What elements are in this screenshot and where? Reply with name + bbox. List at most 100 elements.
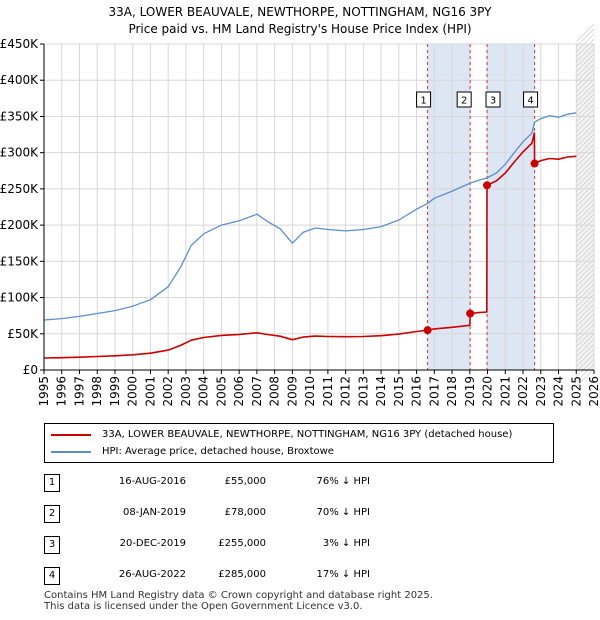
future-hatch-line — [576, 83, 595, 102]
x-tick-label: 2000 — [126, 376, 140, 407]
x-tick-label: 1998 — [90, 376, 104, 407]
transaction-marker-box-1 — [416, 91, 432, 108]
transaction-marker-box-2 — [456, 91, 472, 108]
transaction-marker-label-4: 4 — [527, 96, 533, 107]
footer-copyright: Contains HM Land Registry data © Crown c… — [44, 590, 433, 601]
future-hatch-line — [576, 113, 595, 132]
future-hatch-line — [576, 123, 595, 142]
x-tick-label: 2005 — [214, 376, 228, 407]
future-hatch-line — [576, 258, 595, 277]
future-hatch-line — [576, 248, 595, 267]
future-hatch-line — [576, 363, 595, 382]
future-hatch-line — [576, 213, 595, 232]
future-hatch-line — [576, 68, 595, 87]
future-hatch-line — [576, 73, 595, 92]
x-tick-label: 2012 — [339, 376, 353, 407]
future-hatch-line — [576, 163, 595, 182]
transaction-row-3: 3 20-DEC-2019 £255,000 3% ↓ HPI — [0, 536, 600, 556]
future-hatch-line — [576, 353, 595, 372]
sale-point-2 — [466, 309, 475, 318]
transaction-marker-label-3: 3 — [490, 96, 496, 107]
future-hatch-line — [576, 58, 595, 77]
x-tick-label: 2024 — [552, 376, 566, 407]
future-hatch-line — [576, 283, 595, 302]
future-hatch-line — [576, 108, 595, 127]
transaction-number: 2 — [44, 505, 60, 523]
future-hatch-line — [576, 178, 595, 197]
x-tick-label: 2013 — [356, 376, 370, 407]
y-tick-label: £450K — [0, 37, 39, 51]
future-hatch-line — [576, 103, 595, 122]
future-hatch-line — [576, 308, 595, 327]
future-hatch-line — [576, 38, 595, 57]
chart-title-block: 33A, LOWER BEAUVALE, NEWTHORPE, NOTTINGH… — [0, 4, 600, 38]
x-tick-label: 1996 — [55, 376, 69, 407]
property-series-line — [43, 132, 577, 359]
y-tick-label: £350K — [0, 109, 39, 123]
future-hatch-line — [576, 273, 595, 292]
x-tick-label: 2018 — [445, 376, 459, 407]
y-tick-label: £400K — [0, 73, 39, 87]
future-hatch-line — [576, 218, 595, 237]
transaction-marker-label-2: 2 — [461, 96, 467, 107]
x-tick-label: 2007 — [250, 376, 264, 407]
future-hatch-line — [576, 268, 595, 287]
x-tick-label: 2001 — [143, 376, 157, 407]
future-hatch-line — [576, 278, 595, 297]
transaction-hpi: 76% ↓ HPI — [316, 476, 370, 487]
x-tick-label: 2002 — [161, 376, 175, 407]
x-tick-label: 2006 — [232, 376, 246, 407]
transaction-date: 16-AUG-2016 — [118, 476, 186, 487]
future-hatch-line — [576, 368, 595, 387]
transaction-hpi: 3% ↓ HPI — [322, 538, 370, 549]
sale-point-3 — [483, 181, 492, 190]
future-hatch-line — [576, 263, 595, 282]
future-hatch-line — [576, 333, 595, 352]
x-tick-label: 1999 — [108, 376, 122, 407]
legend-swatch-hpi — [51, 451, 91, 453]
y-tick-label: £50K — [7, 327, 39, 341]
future-hatch-line — [576, 53, 595, 72]
future-hatch-line — [576, 243, 595, 262]
hpi-series-line — [43, 112, 577, 321]
transaction-price: £78,000 — [224, 507, 266, 518]
future-hatch-line — [576, 88, 595, 107]
legend-swatch-property — [51, 434, 91, 436]
future-hatch-line — [576, 238, 595, 257]
y-tick-label: £300K — [0, 146, 39, 160]
x-tick-label: 2022 — [516, 376, 530, 407]
chart-plot: 1 2 3 4 £0 £50K £100K £150K £200K £250K £300K £350… — [0, 23, 600, 407]
future-hatch-line — [576, 63, 595, 82]
x-tick-label: 2021 — [498, 376, 512, 407]
future-hatch-line — [576, 133, 595, 152]
transaction-row-4: 4 26-AUG-2022 £285,000 17% ↓ HPI — [0, 567, 600, 587]
transaction-row-1: 1 16-AUG-2016 £55,000 76% ↓ HPI — [0, 474, 600, 494]
transaction-marker-box-4 — [523, 91, 539, 108]
future-hatch-line — [576, 93, 595, 112]
y-tick-label: £0 — [23, 363, 38, 377]
x-tick-label: 2004 — [197, 376, 211, 407]
future-hatch-line — [576, 203, 595, 222]
future-hatch-line — [576, 303, 595, 322]
future-hatch-line — [576, 228, 595, 247]
future-hatch-line — [576, 223, 595, 242]
footer-licence: This data is licensed under the Open Gov… — [44, 601, 363, 612]
transaction-row-2: 2 08-JAN-2019 £78,000 70% ↓ HPI — [0, 505, 600, 525]
x-tick-label: 2003 — [179, 376, 193, 407]
transaction-number: 3 — [44, 536, 60, 554]
future-hatch-line — [576, 183, 595, 202]
future-hatch-line — [576, 158, 595, 177]
transaction-date: 26-AUG-2022 — [118, 569, 186, 580]
transaction-hpi: 70% ↓ HPI — [316, 507, 370, 518]
x-tick-label: 2008 — [268, 376, 282, 407]
future-hatch-line — [576, 323, 595, 342]
y-tick-label: £150K — [0, 254, 39, 268]
x-tick-label: 2025 — [569, 376, 583, 407]
future-hatch-line — [576, 338, 595, 357]
future-hatch-line — [576, 128, 595, 147]
future-hatch-line — [576, 193, 595, 212]
future-hatch-line — [576, 198, 595, 217]
legend-label-property: 33A, LOWER BEAUVALE, NEWTHORPE, NOTTINGH… — [102, 429, 513, 440]
transaction-hpi: 17% ↓ HPI — [316, 569, 370, 580]
sale-point-1 — [423, 326, 432, 335]
